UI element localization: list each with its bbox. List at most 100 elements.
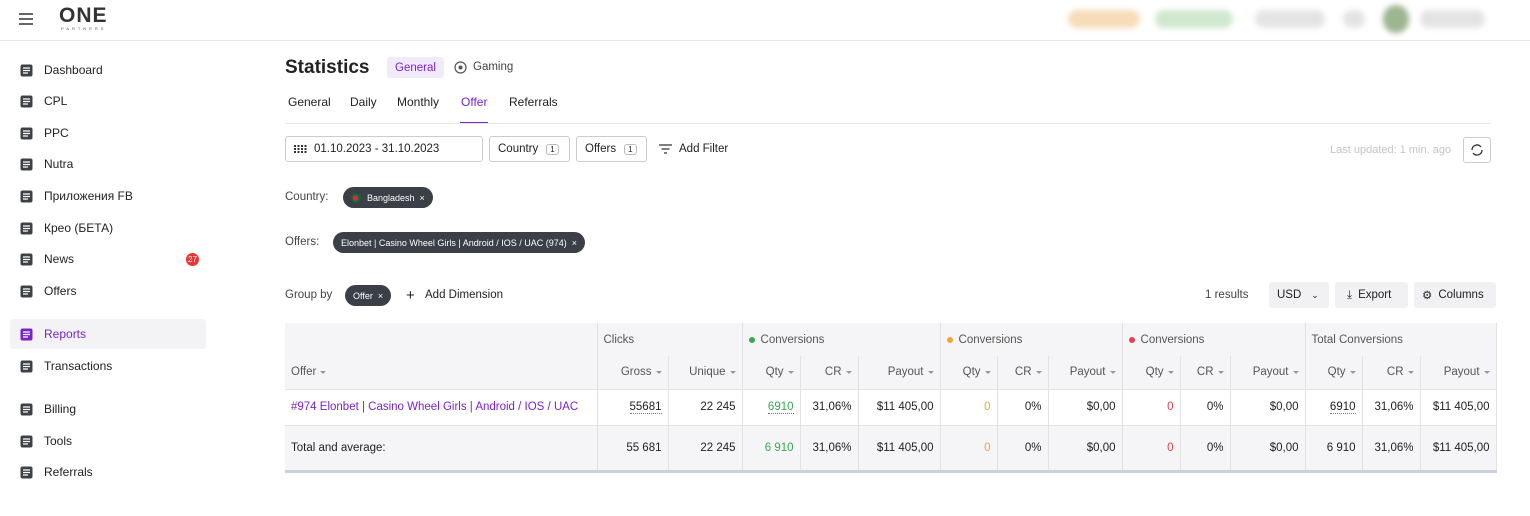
export-button[interactable]: ⤓ Export	[1335, 282, 1408, 308]
sort-caret	[787, 370, 794, 374]
nav-item[interactable]: CPL	[10, 86, 206, 116]
tab[interactable]: Offer	[460, 95, 489, 124]
sort-caret	[1292, 370, 1299, 374]
nav-item[interactable]: Приложения FB	[10, 181, 206, 211]
cell-text: $11 405,00	[876, 441, 934, 454]
nav-item[interactable]: Offers	[10, 276, 206, 306]
group-label: Conversions	[1140, 333, 1205, 346]
column-header[interactable]: Qty	[742, 356, 801, 389]
column-header[interactable]: Payout	[858, 356, 941, 389]
column-header[interactable]: CR	[997, 356, 1049, 389]
add-dimension[interactable]: Add Dimension	[425, 289, 503, 301]
group-dot	[748, 336, 755, 343]
nav-icon	[20, 360, 33, 372]
filter-label: Offers	[585, 143, 617, 155]
nav-label: PPC	[44, 126, 69, 140]
refresh-button[interactable]	[1463, 137, 1491, 163]
column-header[interactable]: Offer	[285, 356, 598, 389]
column-header[interactable]: CR	[1180, 356, 1231, 389]
column-header[interactable]: CR	[1362, 356, 1421, 389]
column-header[interactable]: Qty	[940, 356, 998, 389]
nav-item[interactable]: Reports	[10, 319, 206, 349]
nav-icon	[20, 466, 33, 478]
column-header[interactable]: Payout	[1230, 356, 1306, 389]
columns-button[interactable]: ⚙ Columns	[1414, 282, 1496, 308]
column-header[interactable]: Payout	[1048, 356, 1123, 389]
column-label: Offer	[291, 366, 317, 379]
nav-badge: 27	[186, 252, 199, 266]
nav-icon	[20, 253, 33, 265]
nav-item[interactable]: News 27	[10, 244, 206, 274]
tab[interactable]: Monthly	[397, 95, 440, 109]
cell: 22 245	[668, 424, 743, 473]
nav-label: News	[44, 252, 75, 266]
tab[interactable]: Daily	[350, 95, 377, 109]
nav-icon	[20, 328, 33, 340]
cell: 31,06%	[800, 388, 859, 425]
cell-text: 6910	[1329, 401, 1356, 414]
column-header[interactable]: CR	[800, 356, 859, 389]
cell: 22 245	[668, 388, 743, 425]
nav-item[interactable]: Billing	[10, 394, 206, 424]
filter-button[interactable]: Offers 1	[576, 136, 647, 162]
cell: 31,06%	[800, 424, 859, 473]
add-filter[interactable]: Add Filter	[679, 143, 729, 155]
mode-tab[interactable]: General	[387, 57, 444, 78]
chip-close[interactable]: ×	[419, 192, 425, 203]
group-header: Total Conversions	[1305, 323, 1497, 356]
sort-caret	[1109, 370, 1116, 374]
top-bar: ONE PARTNERS	[0, 0, 1530, 41]
column-header[interactable]: Payout	[1420, 356, 1497, 389]
column-header[interactable]: Unique	[668, 356, 743, 389]
nav-label: Крео (БЕТА)	[44, 221, 114, 235]
stats-table: Clicks Conversions Conversions Conversions T…	[285, 323, 1497, 473]
date-picker[interactable]: 01.10.2023 - 31.10.2023	[285, 136, 483, 162]
applied-chip[interactable]: Bangladesh ×	[343, 187, 433, 208]
column-label: Qty	[1145, 366, 1164, 379]
filter-button[interactable]: Country 1	[489, 136, 570, 162]
cell: $0,00	[1048, 388, 1123, 425]
nav-item[interactable]: PPC	[10, 118, 206, 148]
total-row: Total and average: 55 681 22 245 6 910 31,06…	[285, 424, 1497, 473]
cell: 0	[940, 388, 998, 425]
nav-item[interactable]: Tools	[10, 426, 206, 456]
sort-caret	[1217, 370, 1224, 374]
tab[interactable]: Referrals	[509, 95, 558, 109]
cell: 6910	[1305, 388, 1363, 425]
sort-caret	[320, 370, 327, 374]
cell-text: $0,00	[1269, 441, 1299, 454]
column-header[interactable]: Qty	[1122, 356, 1181, 389]
currency: USD	[1277, 289, 1302, 301]
nav-item[interactable]: Крео (БЕТА)	[10, 213, 206, 243]
applied-chip[interactable]: Elonbet | Casino Wheel Girls | Android /…	[333, 232, 586, 253]
nav-item[interactable]: Dashboard	[10, 55, 206, 85]
group-dot	[946, 336, 953, 343]
tab[interactable]: General	[288, 95, 331, 109]
mode-tab[interactable]: Gaming	[473, 61, 514, 73]
nav-icon	[20, 158, 33, 170]
menu-icon[interactable]	[19, 13, 33, 25]
last-updated: Last updated: 1 min. ago	[1330, 144, 1452, 156]
group-dot	[1128, 336, 1135, 343]
cell-text: $11 405,00	[1432, 441, 1490, 454]
nav-item[interactable]: Referrals	[10, 457, 206, 487]
cell: 0%	[1180, 424, 1231, 473]
cell: 6910	[742, 388, 801, 425]
column-label: Gross	[620, 366, 652, 379]
nav-item[interactable]: Transactions	[10, 351, 206, 381]
sort-caret	[1407, 370, 1414, 374]
chip-close[interactable]: ×	[571, 237, 578, 248]
group-label: Conversions	[760, 333, 825, 346]
cell: 0	[940, 424, 998, 473]
cell-text[interactable]: #974 Elonbet | Casino Wheel Girls | Andr…	[291, 401, 579, 413]
currency-select[interactable]: USD ⌄	[1269, 282, 1329, 308]
column-header[interactable]: Gross	[597, 356, 669, 389]
logo[interactable]: ONE	[59, 4, 108, 27]
column-label: Payout	[1252, 366, 1289, 379]
group-chip[interactable]: Offer ×	[345, 285, 392, 306]
nav-item[interactable]: Nutra	[10, 149, 206, 179]
sort-caret	[729, 370, 736, 374]
column-header[interactable]: Qty	[1305, 356, 1363, 389]
sort-caret	[1483, 370, 1490, 374]
